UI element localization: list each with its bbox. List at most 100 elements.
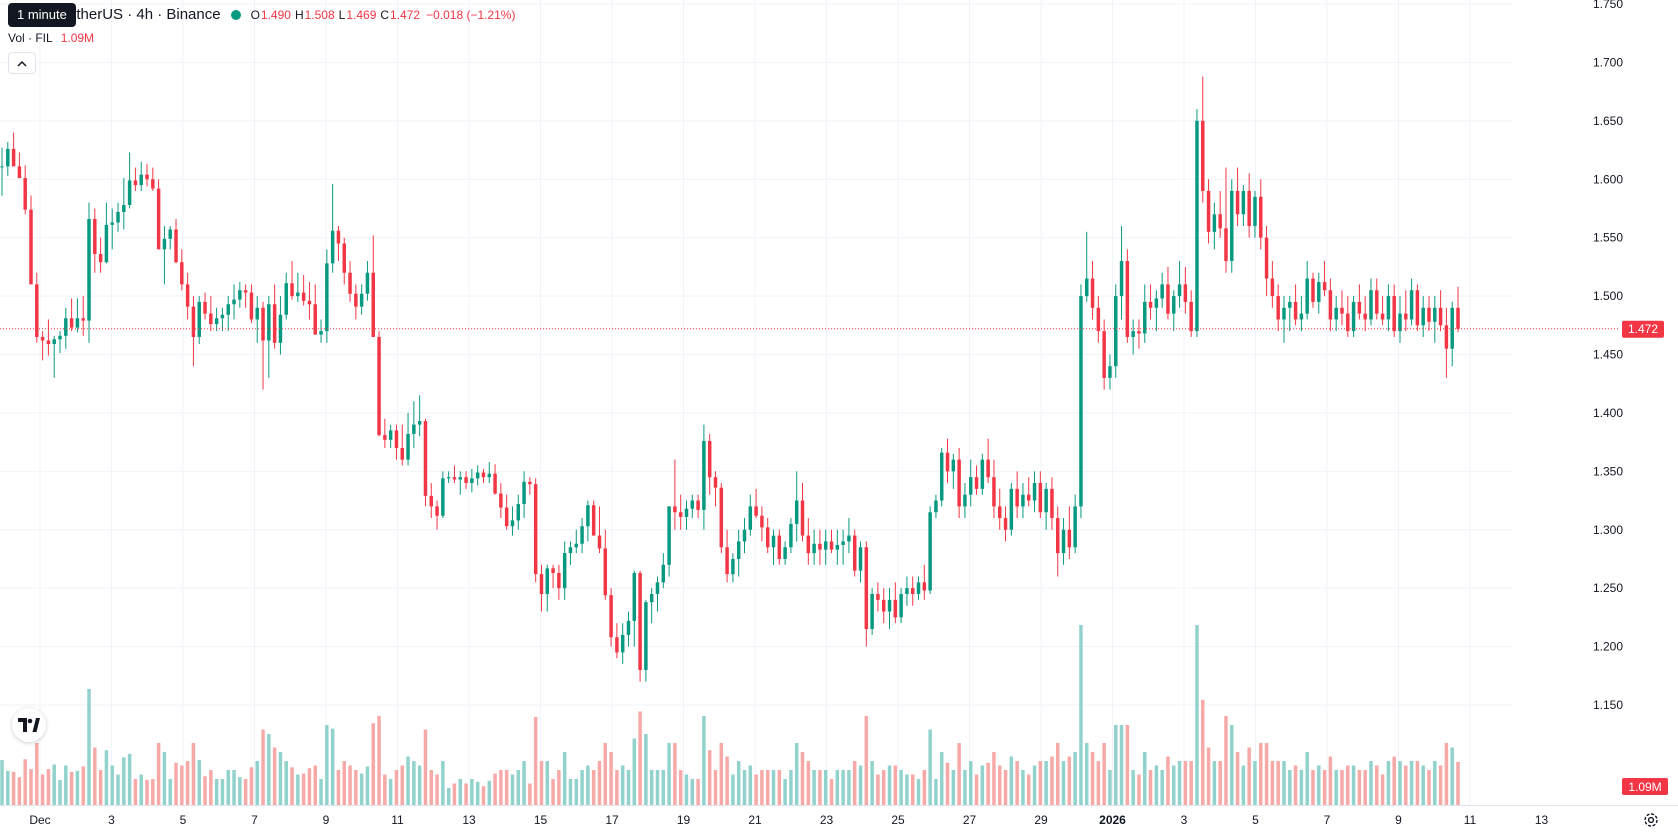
candle-body [191,306,196,337]
candle-body [23,178,27,210]
collapse-legend-button[interactable] [8,52,36,74]
candle-body [168,229,172,239]
symbol-title[interactable]: etherUS · 4h · Binance [68,6,221,23]
volume-bar [261,729,265,805]
volume-bar [1369,761,1373,805]
volume-bar [1346,765,1350,805]
candle-body [1235,190,1240,215]
candle-body [313,304,317,335]
candle-body [673,506,677,513]
candle-body [435,506,439,516]
candle-body [452,477,457,480]
candle-body [1137,331,1141,334]
candle-body [568,547,573,554]
volume-bar [638,711,642,805]
volume-bar [533,716,538,805]
candle-body [93,218,97,255]
volume-bar [1160,770,1164,805]
candle-body [151,179,155,189]
volume-bar [197,760,201,805]
candle-body [11,148,16,167]
volume-bar [52,764,56,805]
candle-body [458,477,463,480]
candle-body [1015,488,1019,507]
volume-bar [1015,761,1019,805]
candle-body [823,541,828,550]
volume-bar [1351,765,1356,805]
candle-body [1027,494,1031,501]
volume-bar [446,788,451,805]
volume-bar [1357,770,1362,805]
volume-bar [342,761,346,805]
volume-bar [1195,625,1199,805]
candle-body [1218,214,1222,229]
candle-body [1224,228,1228,262]
volume-bar [725,756,729,805]
candle-body [238,290,242,300]
candle-body [180,262,184,285]
volume-bar [1433,761,1437,805]
candle-body [1108,366,1112,378]
volume-bar [1427,770,1431,805]
candle-body [829,541,834,550]
time-axis-tick: 23 [820,813,834,827]
price-axis-tick: 1.600 [1593,172,1623,186]
candle-body [412,424,416,434]
volume-bar [928,729,932,805]
candle-body [655,582,660,595]
close-label: C [380,7,390,22]
candle-body [1282,307,1286,320]
candle-body [493,473,497,494]
candle-body [603,548,608,596]
volume-bar [510,774,515,805]
candle-body [122,204,126,212]
volume-bar [0,760,4,805]
candle-body [1067,529,1072,548]
volume-bar [400,765,404,805]
candle-body [406,433,410,460]
candle-body [1305,278,1309,314]
candle-body [1433,307,1437,322]
price-axis-tick: 1.450 [1593,348,1623,362]
volume-bar [748,765,753,805]
volume-bar [93,747,97,805]
candle-body [835,544,840,550]
volume-label[interactable]: Vol · FIL [8,31,53,45]
volume-bar [957,743,961,805]
volume-bar [1224,716,1228,805]
candle-body [719,487,724,548]
candle-body [644,602,648,670]
volume-bar [214,779,219,805]
volume-bar [1444,743,1449,805]
volume-bar [1375,765,1379,805]
price-axis-tick: 1.750 [1593,0,1623,11]
volume-bar [1148,770,1153,805]
volume-bar [243,779,248,805]
volume-bar [23,759,27,805]
volume-bar [209,770,213,805]
candle-body [197,301,201,337]
candle-body [423,421,428,496]
volume-bar [1125,725,1130,805]
candle-body [1212,214,1217,232]
candle-body [1386,296,1391,320]
volume-bar [127,753,132,805]
candle-body [1311,278,1315,302]
tradingview-logo-icon[interactable] [12,708,46,742]
candle-body [539,574,544,595]
candle-body [296,292,300,297]
time-axis-tick: 17 [605,813,619,827]
candle-body [1172,296,1176,314]
volume-bar [812,770,816,805]
gear-icon[interactable] [1642,811,1660,829]
candle-body [75,318,80,328]
candle-body [1189,301,1193,332]
volume-bar [388,779,393,805]
volume-bar [1096,761,1101,805]
volume-bar [162,752,167,805]
candle-body [232,299,236,305]
volume-bar [1201,699,1205,805]
time-axis-tick: 7 [1324,813,1331,827]
